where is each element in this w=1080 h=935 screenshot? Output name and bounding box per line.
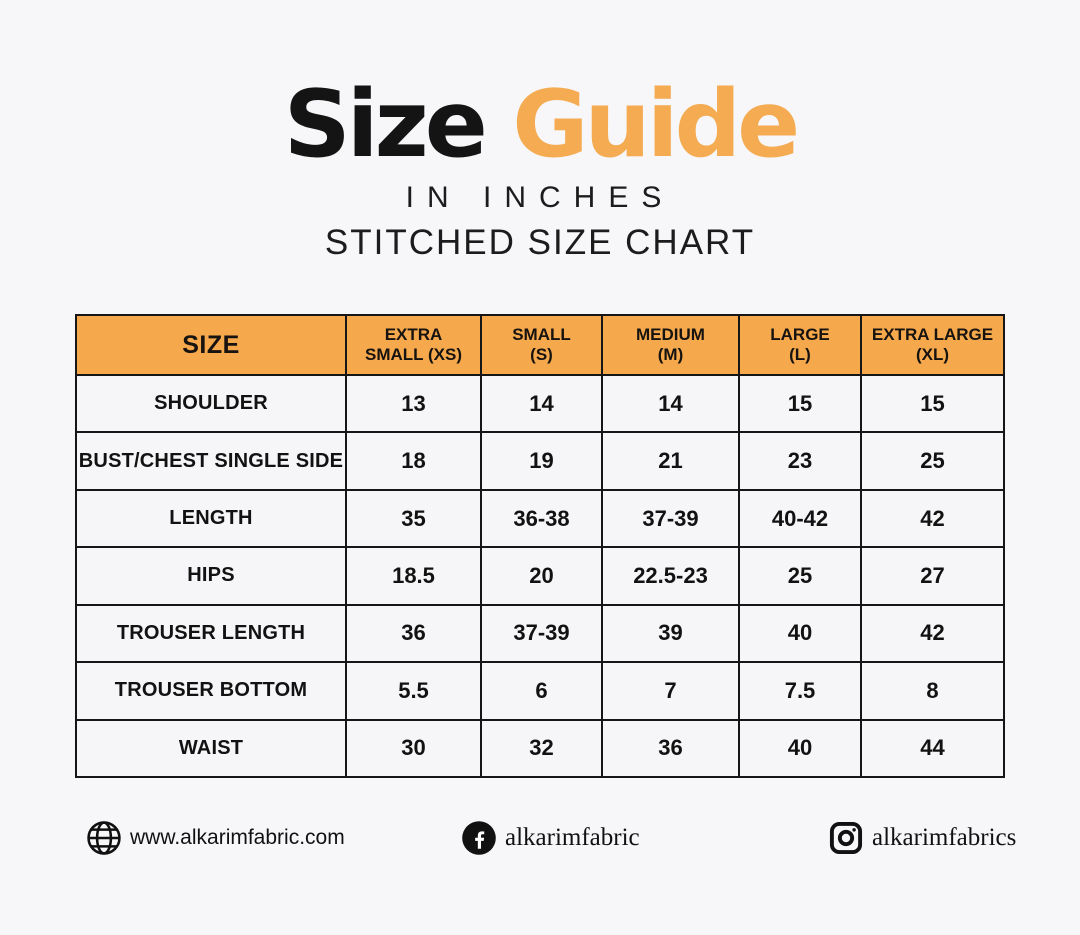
column-header-label: (L): [789, 345, 811, 364]
table-header-row: SIZE EXTRA SMALL (XS) SMALL (S) MEDIUM (…: [75, 314, 1005, 376]
cell-value: 14: [480, 373, 603, 434]
row-label: HIPS: [75, 546, 347, 606]
table-row-trouser-length: TROUSER LENGTH 36 37-39 39 40 42: [75, 603, 1005, 664]
cell-value: 15: [860, 373, 1005, 434]
column-header-label: LARGE: [770, 324, 830, 344]
cell-value: 13: [345, 373, 482, 434]
column-header-label: EXTRA LARGE: [871, 324, 994, 344]
table-row-bust-chest: BUST/CHEST SINGLE SIDE 18 19 21 23 25: [75, 431, 1005, 491]
column-header-extra-large: EXTRA LARGE (XL): [860, 314, 1005, 376]
cell-value: 36-38: [480, 488, 603, 549]
column-header-label: EXTRA: [384, 324, 443, 344]
cell-value: 7.5: [738, 661, 862, 721]
website-url: www.alkarimfabric.com: [130, 826, 345, 849]
table-row-trouser-bottom: TROUSER BOTTOM 5.5 6 7 7.5 8: [75, 661, 1005, 721]
column-header-label: (S): [530, 345, 553, 364]
website-link[interactable]: www.alkarimfabric.com: [86, 820, 345, 856]
cell-value: 15: [738, 373, 862, 434]
page-title-accent: Guide: [512, 70, 800, 178]
column-header-label: (XL): [915, 345, 950, 364]
table-row-waist: WAIST 30 32 36 40 44: [75, 718, 1005, 779]
column-header-medium: MEDIUM (M): [601, 314, 740, 376]
cell-value: 21: [601, 431, 740, 491]
cell-value: 40: [738, 603, 862, 664]
cell-value: 44: [860, 718, 1005, 779]
row-label: TROUSER BOTTOM: [75, 661, 347, 721]
facebook-handle: alkarimfabric: [505, 824, 640, 851]
column-header-extra-small: EXTRA SMALL (XS): [345, 314, 482, 376]
globe-icon: [86, 820, 122, 856]
footer: www.alkarimfabric.com alkarimfabric alka…: [0, 818, 1080, 860]
cell-value: 36: [601, 718, 740, 779]
table-row-length: LENGTH 35 36-38 37-39 40-42 42: [75, 488, 1005, 549]
cell-value: 40: [738, 718, 862, 779]
cell-value: 19: [480, 431, 603, 491]
size-chart-table: SIZE EXTRA SMALL (XS) SMALL (S) MEDIUM (…: [75, 314, 1005, 779]
cell-value: 18.5: [345, 546, 482, 606]
facebook-link[interactable]: alkarimfabric: [461, 820, 640, 856]
column-header-label: SMALL: [512, 324, 571, 344]
cell-value: 37-39: [601, 488, 740, 549]
cell-value: 37-39: [480, 603, 603, 664]
cell-value: 39: [601, 603, 740, 664]
cell-value: 14: [601, 373, 740, 434]
column-header-small: SMALL (S): [480, 314, 603, 376]
column-header-label: MEDIUM: [636, 324, 705, 344]
cell-value: 20: [480, 546, 603, 606]
table-row-shoulder: SHOULDER 13 14 14 15 15: [75, 373, 1005, 434]
column-header-size: SIZE: [75, 314, 347, 376]
row-label: LENGTH: [75, 488, 347, 549]
cell-value: 42: [860, 488, 1005, 549]
cell-value: 23: [738, 431, 862, 491]
cell-value: 7: [601, 661, 740, 721]
cell-value: 8: [860, 661, 1005, 721]
instagram-link[interactable]: alkarimfabrics: [828, 820, 1016, 856]
cell-value: 30: [345, 718, 482, 779]
instagram-handle: alkarimfabrics: [872, 824, 1017, 851]
column-header-large: LARGE (L): [738, 314, 862, 376]
cell-value: 40-42: [738, 488, 862, 549]
title-block: Size Guide IN INCHES STITCHED SIZE CHART: [0, 78, 1080, 263]
subtitle-in-inches: IN INCHES: [405, 181, 675, 214]
facebook-icon: [461, 820, 497, 856]
subtitle-stitched-size-chart: STITCHED SIZE CHART: [324, 223, 756, 262]
page-title-black: Size: [283, 70, 488, 178]
column-header-label: SIZE: [182, 331, 240, 359]
cell-value: 22.5-23: [601, 546, 740, 606]
row-label: BUST/CHEST SINGLE SIDE: [75, 431, 347, 491]
cell-value: 35: [345, 488, 482, 549]
table-row-hips: HIPS 18.5 20 22.5-23 25 27: [75, 546, 1005, 606]
cell-value: 27: [860, 546, 1005, 606]
column-header-label: SMALL (XS): [365, 345, 462, 364]
cell-value: 25: [860, 431, 1005, 491]
row-label: TROUSER LENGTH: [75, 603, 347, 664]
row-label: SHOULDER: [75, 373, 347, 434]
instagram-icon: [828, 820, 864, 856]
cell-value: 18: [345, 431, 482, 491]
cell-value: 5.5: [345, 661, 482, 721]
page-title: Size Guide: [0, 78, 1080, 171]
cell-value: 42: [860, 603, 1005, 664]
cell-value: 32: [480, 718, 603, 779]
cell-value: 36: [345, 603, 482, 664]
cell-value: 25: [738, 546, 862, 606]
cell-value: 6: [480, 661, 603, 721]
row-label: WAIST: [75, 718, 347, 779]
column-header-label: (M): [657, 345, 684, 364]
